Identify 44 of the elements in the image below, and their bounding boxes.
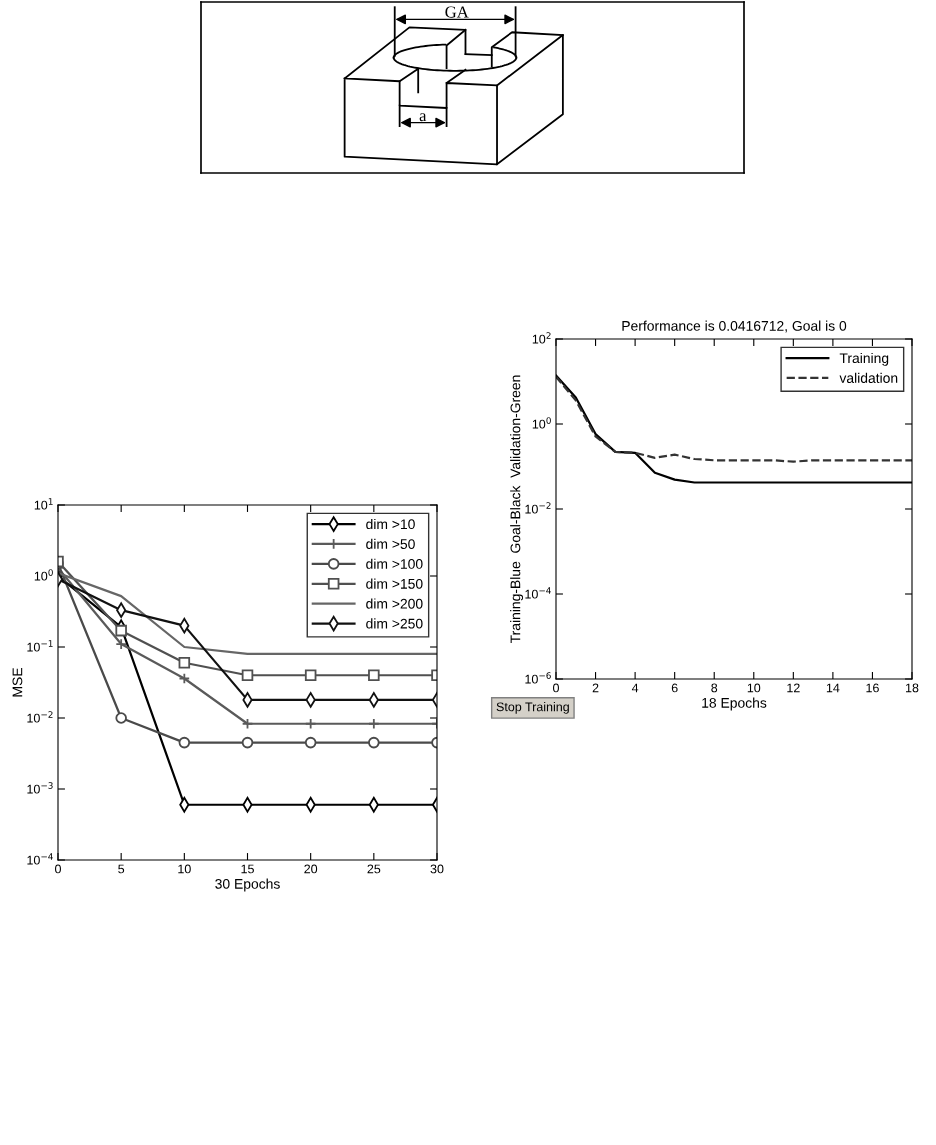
x-tick-label: 5 <box>118 864 125 874</box>
x-tick-label: 30 <box>430 864 444 874</box>
x-axis-title: 30 Epochs <box>215 878 280 892</box>
x-tick-label: 10 <box>747 683 761 693</box>
x-axis-title: 18 Epochs <box>702 697 767 711</box>
text: GA <box>445 6 469 18</box>
text: a <box>419 113 427 122</box>
x-tick-label: 6 <box>671 683 678 693</box>
legend-label: dim >10 <box>366 518 415 530</box>
y-tick-label: 10$^{−2}$ <box>525 502 551 514</box>
x-tick-label: 8 <box>711 683 718 693</box>
legend-label: Training <box>839 352 889 366</box>
y-axis-title: MSE <box>12 668 23 697</box>
y-tick-label: 10$^{−2}$ <box>27 711 53 723</box>
x-tick-label: 18 <box>906 683 919 693</box>
y-tick-label: 10$^{−3}$ <box>27 782 53 794</box>
y-axis-title: Training-Blue Goal-Black Validation-Green <box>510 375 524 643</box>
y-tick-label: 10$^{1}$ <box>34 498 53 510</box>
y-tick-label: 10$^{−4}$ <box>27 853 53 865</box>
x-tick-label: 2 <box>592 683 599 693</box>
legend-label: dim >100 <box>366 558 423 569</box>
x-tick-label: 12 <box>787 683 800 693</box>
chart-title: Performance is 0.0416712, Goal is 0 <box>622 320 847 333</box>
x-tick-label: 10 <box>178 864 191 874</box>
y-tick-label: 10$^{−6}$ <box>525 672 551 684</box>
x-tick-label: 0 <box>55 864 61 874</box>
y-tick-label: 10$^{2}$ <box>532 332 551 344</box>
y-tick-label: 10$^{0}$ <box>34 569 53 581</box>
legend-label: dim >150 <box>366 578 423 589</box>
y-tick-label: 10$^{−1}$ <box>27 640 53 652</box>
legend-label: dim >250 <box>366 618 423 629</box>
x-tick-label: 0 <box>553 683 559 693</box>
legend-label: dim >50 <box>366 538 415 549</box>
x-tick-label: 16 <box>866 683 879 693</box>
x-tick-label: 20 <box>304 864 318 874</box>
x-tick-label: 4 <box>631 683 639 693</box>
y-tick-label: 10$^{0}$ <box>532 417 551 429</box>
x-tick-label: 14 <box>826 683 840 693</box>
legend-label: dim >200 <box>366 598 423 609</box>
x-tick-label: 25 <box>367 864 381 874</box>
y-tick-label: 10$^{−4}$ <box>525 587 551 599</box>
x-tick-label: 15 <box>241 864 254 874</box>
legend-label: validation <box>839 372 898 383</box>
text: Stop Training <box>496 702 569 714</box>
